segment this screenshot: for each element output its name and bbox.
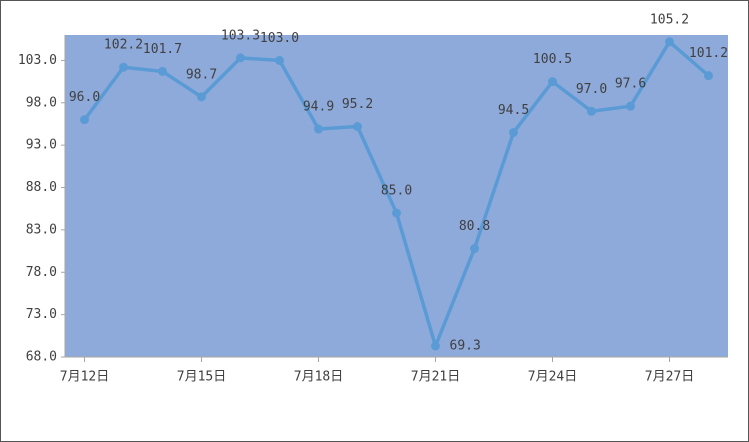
data-label: 85.0: [381, 183, 412, 198]
data-label: 97.0: [576, 82, 607, 97]
point: [509, 127, 518, 137]
point: [587, 106, 596, 116]
x-tick-label: 7月18日: [294, 370, 343, 385]
y-tick-label: 93.0: [26, 138, 57, 153]
y-tick-label: 103.0: [18, 53, 57, 68]
y-tick-label: 83.0: [26, 222, 57, 237]
point: [548, 77, 557, 87]
data-label: 101.2: [689, 46, 728, 61]
point: [392, 208, 401, 218]
data-label: 95.2: [342, 97, 373, 112]
y-tick-label: 73.0: [26, 307, 57, 322]
point: [353, 122, 362, 132]
data-label: 80.8: [459, 219, 490, 234]
point: [314, 124, 323, 134]
point: [470, 244, 479, 254]
data-label: 105.2: [650, 12, 689, 27]
point: [431, 341, 440, 351]
data-label: 100.5: [533, 52, 572, 67]
x-tick-label: 7月24日: [528, 370, 577, 385]
point: [665, 37, 674, 47]
point: [119, 62, 128, 72]
point: [626, 101, 635, 111]
point: [197, 92, 206, 102]
data-label: 103.3: [221, 28, 260, 43]
data-label: 96.0: [69, 90, 100, 105]
y-tick-label: 98.0: [26, 95, 57, 110]
data-label: 101.7: [143, 42, 182, 57]
point: [236, 53, 245, 63]
data-label: 103.0: [260, 31, 299, 46]
data-label: 69.3: [450, 338, 481, 353]
point: [80, 115, 89, 125]
plot-area: [65, 35, 728, 357]
point: [158, 66, 167, 76]
y-tick-label: 78.0: [26, 265, 57, 280]
data-label: 94.5: [498, 103, 529, 118]
x-tick-label: 7月15日: [177, 370, 226, 385]
point: [275, 55, 284, 65]
y-tick-label: 88.0: [26, 180, 57, 195]
y-tick-label: 68.0: [26, 350, 57, 365]
data-label: 102.2: [104, 38, 143, 53]
data-label: 98.7: [186, 67, 217, 82]
data-label: 94.9: [303, 100, 334, 115]
data-label: 97.6: [615, 77, 646, 92]
x-tick-label: 7月21日: [411, 370, 460, 385]
x-tick-label: 7月12日: [60, 370, 109, 385]
point: [704, 71, 713, 81]
x-tick-label: 7月27日: [645, 370, 694, 385]
